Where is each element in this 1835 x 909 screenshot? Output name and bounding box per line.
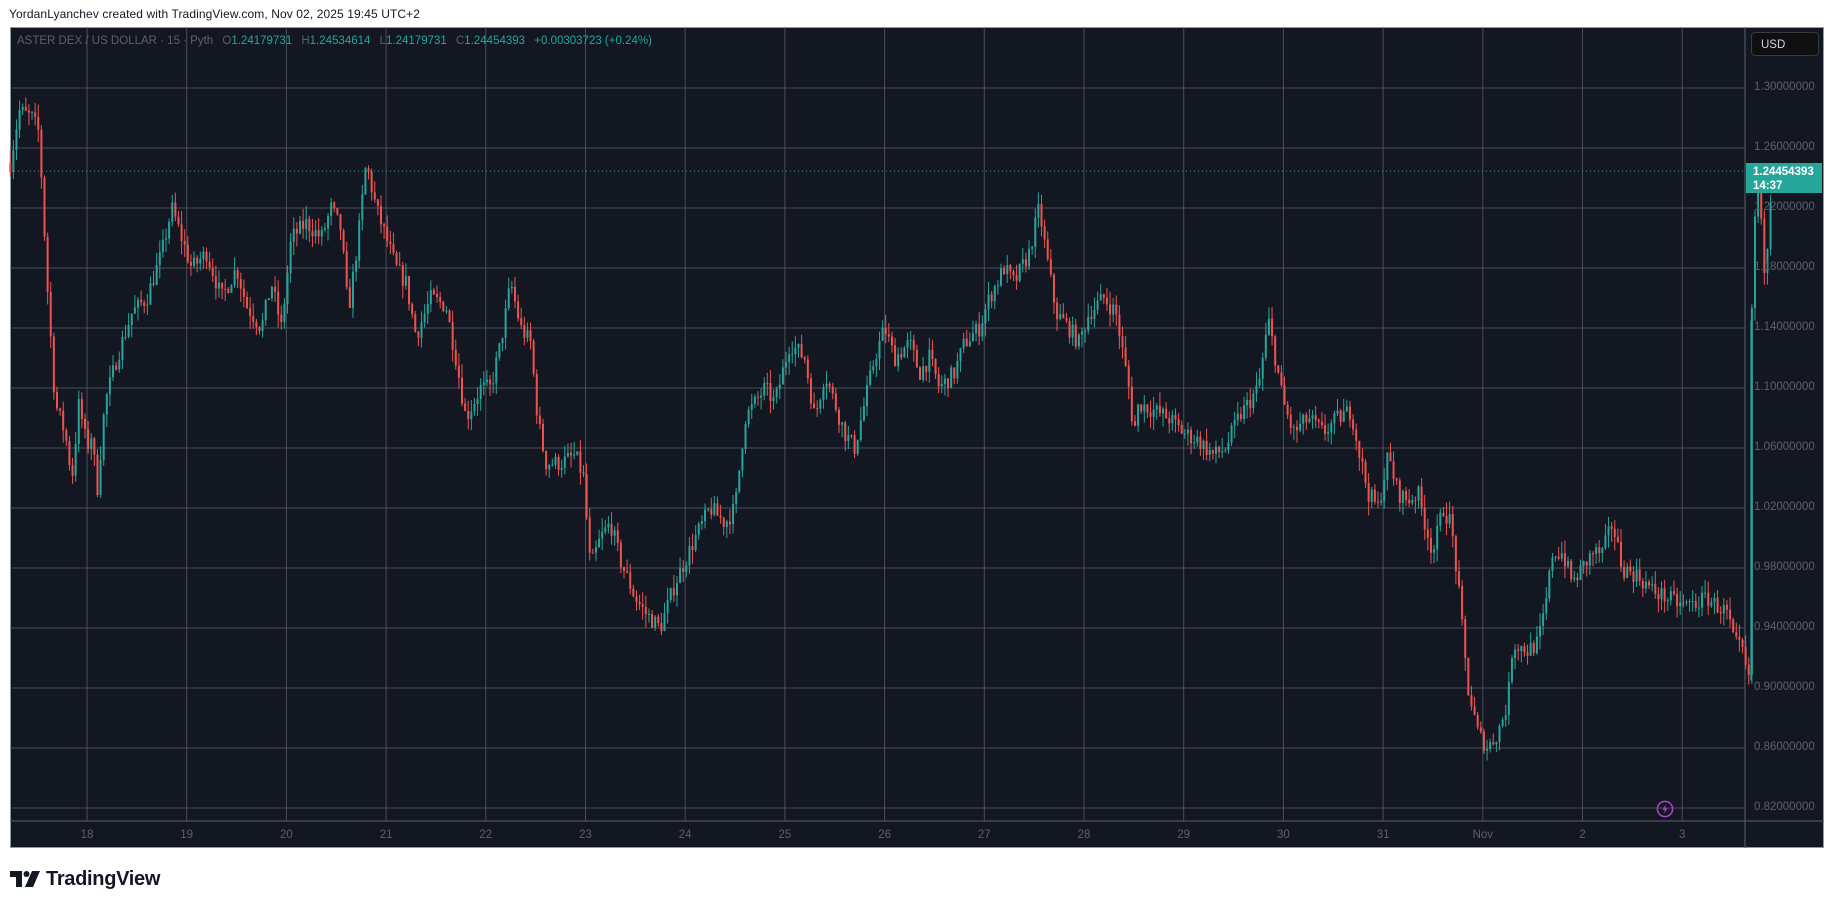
- time-axis-label: 20: [279, 829, 293, 841]
- time-axis-label: 31: [1376, 829, 1390, 841]
- low-label: L: [379, 35, 387, 47]
- price-axis-label: 0.98000000: [1754, 561, 1815, 573]
- last-price-value: 1.24454393: [1753, 166, 1814, 178]
- price-axis-label: 1.14000000: [1754, 321, 1815, 333]
- price-axis-label: 0.86000000: [1754, 741, 1815, 753]
- open-value: 1.24179731: [231, 35, 293, 47]
- price-axis-label: 1.02000000: [1754, 501, 1815, 513]
- time-axis-label: 27: [977, 829, 991, 841]
- price-axis-label: 0.94000000: [1754, 621, 1815, 633]
- chart-credit: YordanLyanchev created with TradingView.…: [9, 7, 421, 21]
- time-axis-label: 19: [180, 829, 194, 841]
- price-axis-label: 1.26000000: [1754, 141, 1815, 153]
- open-label: O: [222, 35, 232, 47]
- alert-lightning-icon[interactable]: [1656, 800, 1674, 818]
- chart-pane[interactable]: [10, 27, 1824, 848]
- time-axis-label: Nov: [1472, 829, 1494, 841]
- time-axis-label: 18: [80, 829, 94, 841]
- close-value: 1.24454393: [464, 35, 526, 47]
- tradingview-logo[interactable]: TradingView: [10, 867, 160, 891]
- time-axis-label: 22: [479, 829, 493, 841]
- high-label: H: [301, 35, 310, 47]
- time-axis-label: 26: [878, 829, 891, 841]
- tradingview-wordmark: TradingView: [46, 867, 161, 890]
- time-axis-label: 30: [1276, 829, 1290, 841]
- close-label: C: [455, 35, 465, 47]
- time-axis-label: 25: [778, 829, 792, 841]
- symbol-title[interactable]: ASTER DEX / US DOLLAR · 15 · Pyth: [17, 35, 214, 47]
- currency-button[interactable]: USD: [1751, 32, 1819, 56]
- bar-countdown: 14:37: [1753, 180, 1783, 192]
- last-price-tag: 1.24454393 14:37: [1746, 163, 1822, 193]
- price-axis-label: 0.82000000: [1754, 801, 1815, 813]
- tradingview-logo-icon: [10, 871, 40, 887]
- low-value: 1.24179731: [386, 35, 447, 47]
- candles: [9, 97, 1772, 761]
- price-axis-label: 1.22000000: [1754, 201, 1815, 213]
- time-axis-label: 28: [1077, 829, 1091, 841]
- grid: [10, 27, 1824, 848]
- change-value: +0.00303723 (+0.24%): [534, 35, 652, 47]
- time-axis-label: 24: [678, 829, 692, 841]
- time-axis-label: 23: [579, 829, 592, 841]
- time-axis-label: 21: [379, 829, 393, 841]
- price-axis-label: 1.06000000: [1754, 441, 1815, 453]
- symbol-legend: ASTER DEX / US DOLLAR · 15 · Pyth O1.241…: [17, 35, 652, 47]
- time-axis-label: 2: [1579, 829, 1586, 841]
- price-axis-label: 1.18000000: [1754, 261, 1815, 273]
- price-axis-label: 0.90000000: [1754, 681, 1815, 693]
- time-axis-label: 3: [1678, 829, 1686, 841]
- high-value: 1.24534614: [309, 35, 371, 47]
- time-axis-label: 29: [1177, 829, 1191, 841]
- price-axis-label: 1.30000000: [1754, 81, 1815, 93]
- price-axis-label: 1.10000000: [1754, 381, 1815, 393]
